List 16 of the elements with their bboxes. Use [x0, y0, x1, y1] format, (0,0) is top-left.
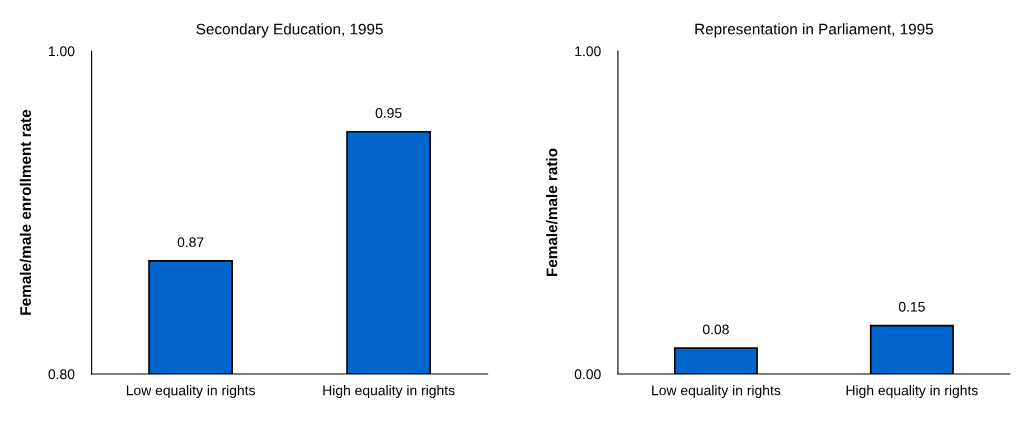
y-tick-label: 0.80 [48, 369, 75, 380]
chart-title: Secondary Education, 1995 [196, 23, 383, 38]
data-label: 0.15 [898, 301, 925, 312]
x-tick-label: High equality in rights [846, 385, 978, 399]
y-tick-label: 1.00 [575, 46, 601, 57]
data-label: 0.08 [702, 324, 729, 335]
y-axis-title: Female/male enrollment rate [19, 109, 32, 315]
chart-title: Representation in Parliament, 1995 [695, 23, 934, 38]
data-label: 0.87 [177, 237, 204, 248]
y-tick-label: 0.00 [574, 369, 601, 380]
y-axis-title: Female/male ratio [546, 148, 558, 277]
y-tick-label: 1.00 [48, 46, 75, 57]
x-tick-label: Low equality in rights [652, 385, 781, 399]
x-tick-label: Low equality in rights [126, 385, 255, 399]
data-label: 0.95 [375, 108, 402, 118]
x-tick-label: High equality in rights [323, 385, 455, 399]
